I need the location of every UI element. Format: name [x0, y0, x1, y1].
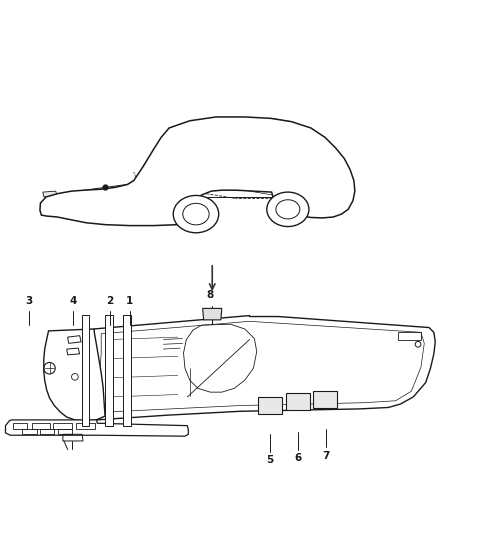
Polygon shape [68, 336, 81, 343]
Polygon shape [82, 314, 89, 426]
Text: 6: 6 [295, 453, 302, 463]
Text: 2: 2 [106, 296, 113, 306]
Ellipse shape [173, 196, 219, 233]
Polygon shape [105, 314, 113, 426]
Text: 1: 1 [126, 296, 133, 306]
Polygon shape [67, 348, 80, 355]
Polygon shape [40, 117, 355, 226]
Polygon shape [123, 314, 132, 426]
Polygon shape [313, 391, 337, 408]
Text: 3: 3 [26, 296, 33, 306]
Polygon shape [86, 316, 435, 420]
Polygon shape [258, 397, 282, 414]
Polygon shape [43, 191, 57, 197]
Polygon shape [5, 420, 188, 436]
Text: 5: 5 [266, 455, 273, 465]
Polygon shape [287, 393, 311, 410]
Text: 8: 8 [207, 290, 214, 300]
Text: 7: 7 [323, 451, 330, 461]
Text: 4: 4 [70, 296, 77, 306]
Polygon shape [203, 308, 222, 320]
Ellipse shape [267, 192, 309, 227]
Polygon shape [44, 329, 105, 421]
Ellipse shape [276, 200, 300, 219]
Ellipse shape [183, 203, 209, 225]
